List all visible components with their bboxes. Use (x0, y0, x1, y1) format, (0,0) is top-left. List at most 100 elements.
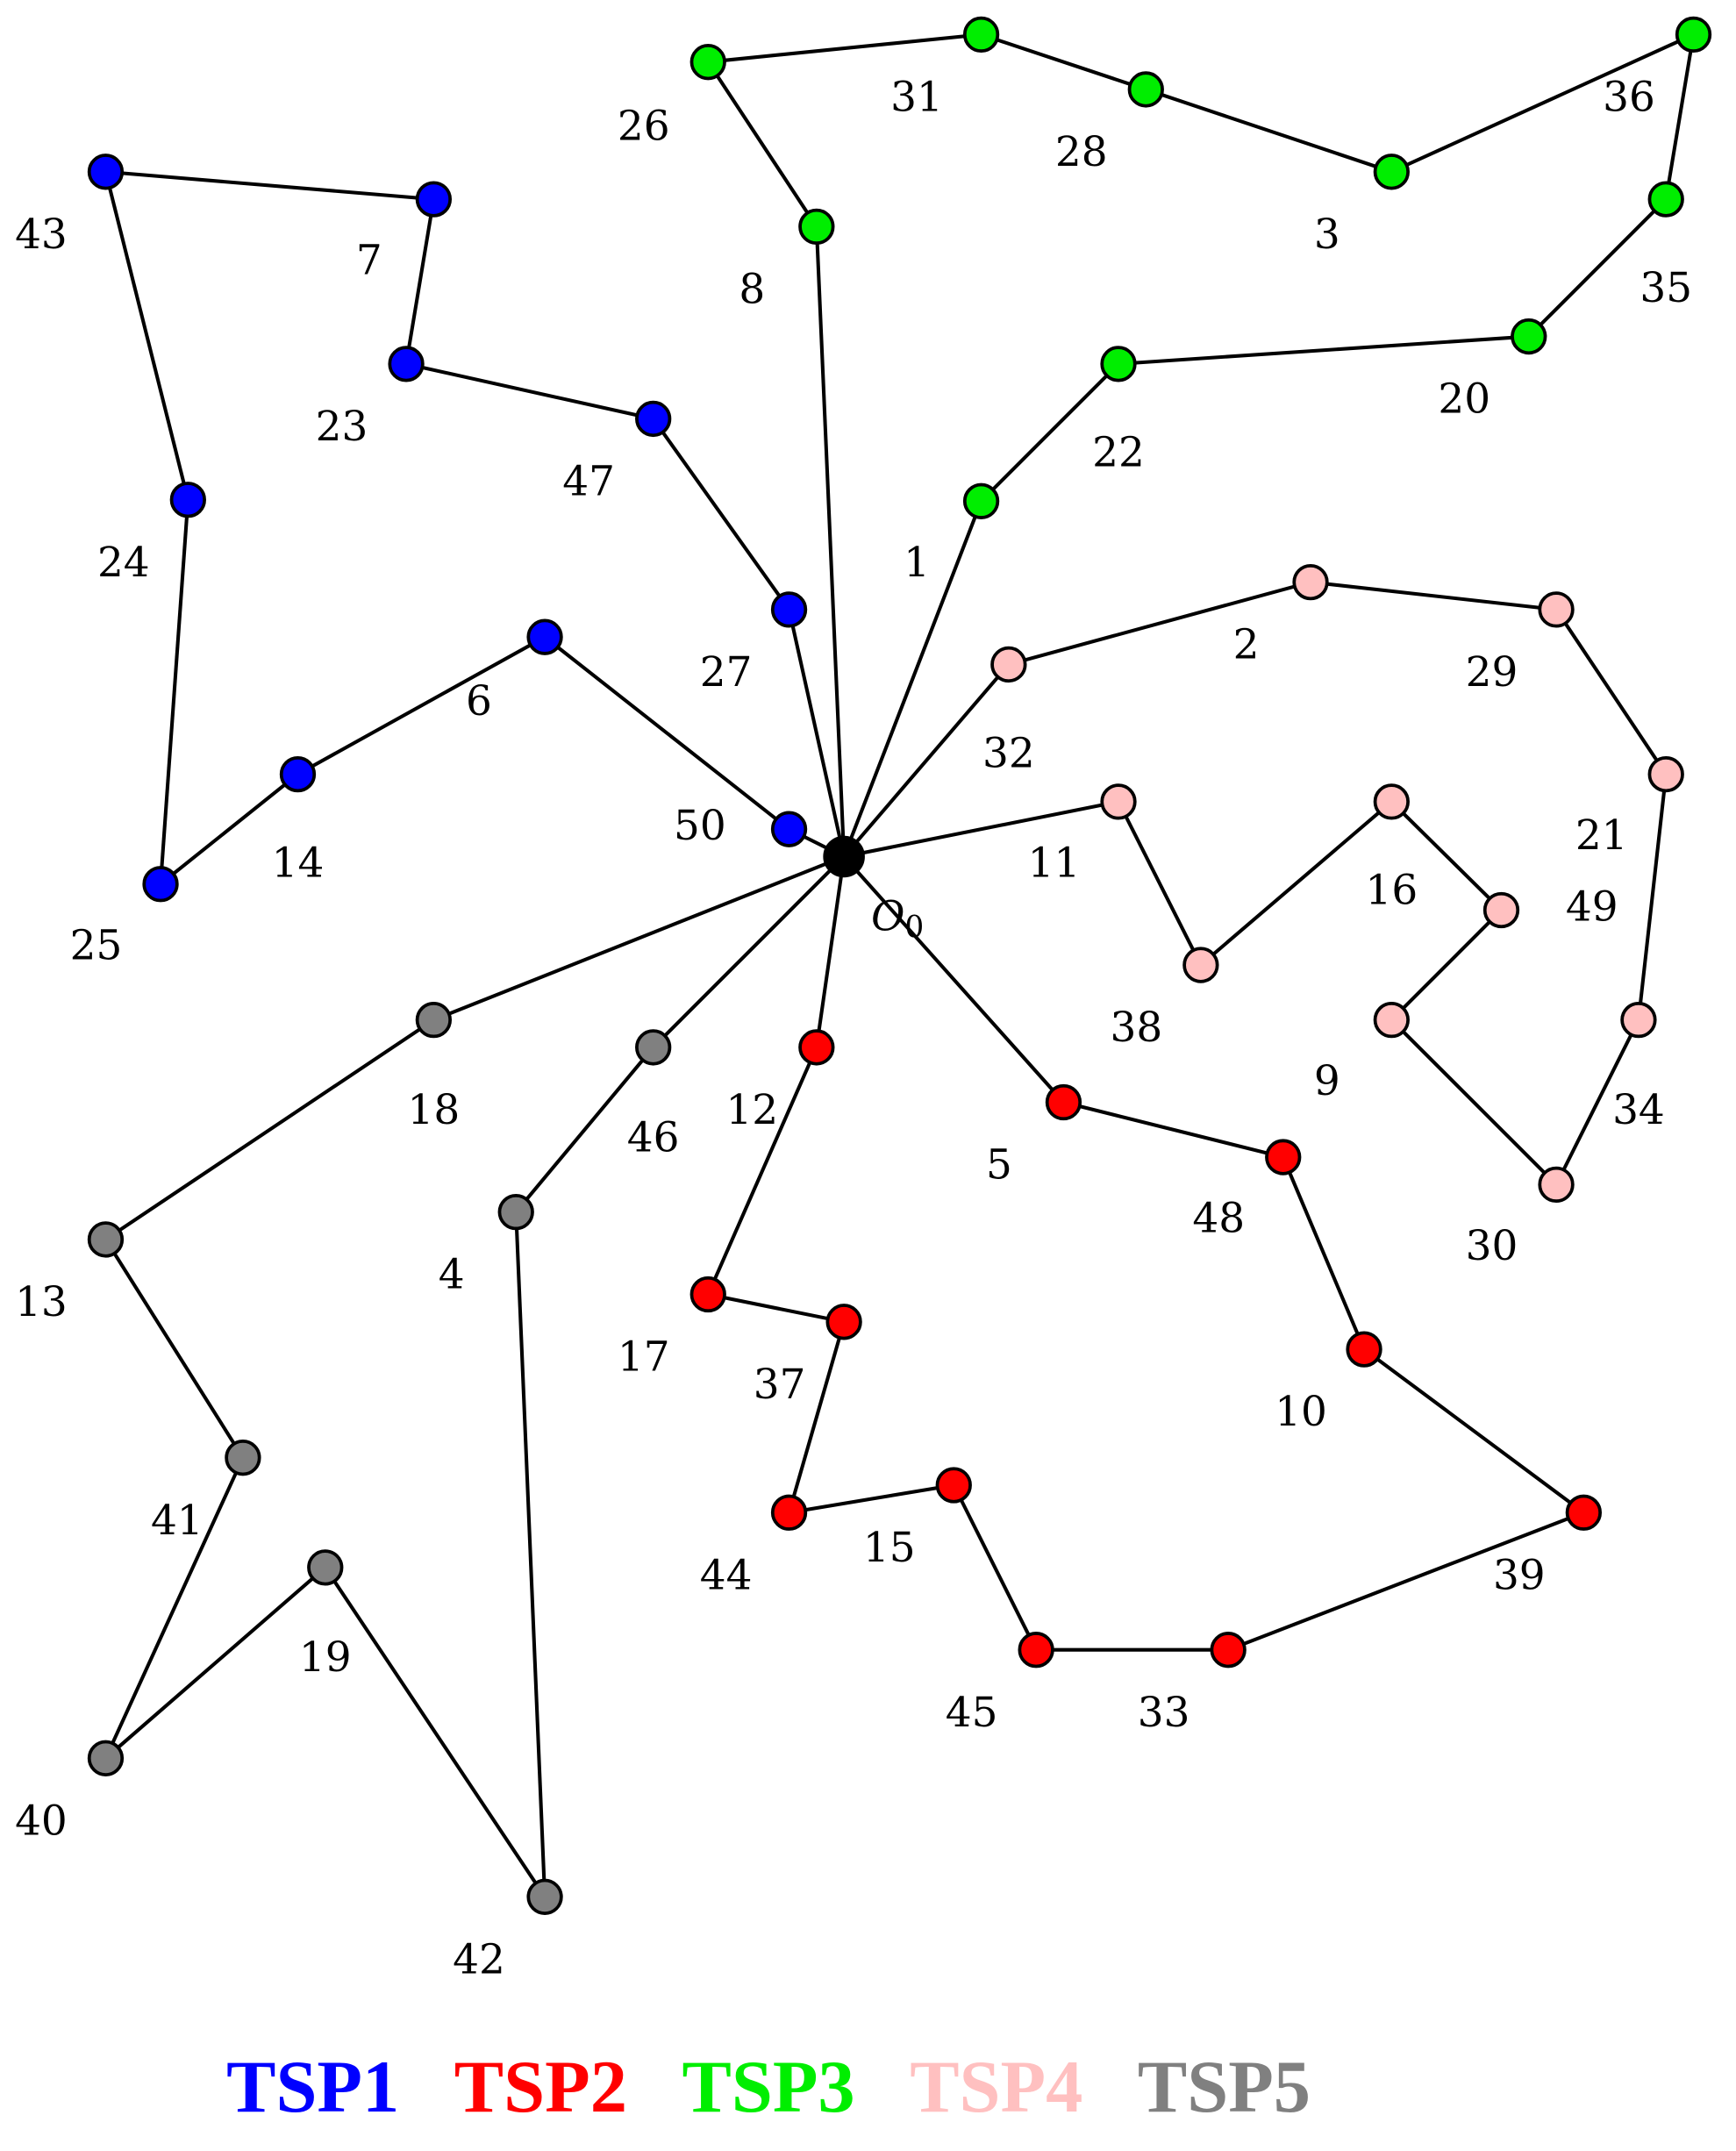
node-label-42: 42 (453, 1935, 505, 1983)
route-edge-tsp5 (652, 855, 846, 1049)
route-edge-tsp2 (789, 1483, 954, 1515)
node-label-33: 33 (1138, 1689, 1190, 1737)
node-label-16: 16 (1365, 867, 1418, 915)
node-label-36: 36 (1603, 73, 1655, 121)
legend-entry-tsp2: TSP2 (454, 2047, 627, 2128)
node-label-23: 23 (316, 403, 368, 451)
customer-node-26 (689, 44, 726, 81)
node-label-14: 14 (272, 839, 325, 887)
route-edge-tsp4 (1390, 800, 1503, 911)
node-label-25: 25 (70, 921, 123, 969)
node-label-15: 15 (863, 1524, 916, 1572)
customer-node-13 (87, 1221, 125, 1258)
customer-node-28 (1127, 71, 1164, 108)
node-label-27: 27 (700, 648, 753, 697)
customer-node-48 (1265, 1139, 1302, 1176)
node-label-28: 28 (1055, 128, 1108, 176)
node-label-26: 26 (618, 102, 670, 150)
customer-node-9 (1373, 1001, 1410, 1039)
node-label-50: 50 (674, 802, 726, 850)
route-edge-tsp5 (104, 1018, 435, 1241)
route-edge-tsp2 (706, 1047, 818, 1296)
edges (104, 32, 1696, 1898)
node-label-3: 3 (1314, 211, 1340, 259)
node-label-11: 11 (1028, 839, 1081, 887)
route-edge-tsp1 (296, 635, 547, 776)
route-edge-tsp1 (105, 169, 434, 202)
customer-node-2 (1292, 563, 1329, 601)
route-edge-tsp4 (1310, 580, 1557, 611)
depot-label-main: O (871, 892, 904, 940)
route-edge-tsp4 (1636, 774, 1668, 1020)
node-label-48: 48 (1192, 1195, 1245, 1243)
node-label-20: 20 (1438, 375, 1490, 424)
customer-node-1 (962, 482, 1000, 519)
customer-node-46 (635, 1029, 672, 1066)
route-edge-tsp1 (787, 609, 847, 857)
node-label-46: 46 (627, 1113, 680, 1161)
node-label-29: 29 (1466, 648, 1518, 697)
route-edge-tsp2 (952, 1484, 1038, 1651)
customer-node-11 (1100, 783, 1137, 820)
route-edge-tsp4 (1390, 909, 1503, 1022)
node-label-2: 2 (1233, 621, 1260, 669)
route-edge-tsp4 (1117, 800, 1203, 966)
legend-entry-tsp4: TSP4 (910, 2047, 1082, 2128)
customer-node-25 (142, 866, 179, 903)
node-label-24: 24 (97, 539, 150, 587)
route-edge-tsp1 (404, 198, 436, 365)
customer-node-42 (526, 1878, 563, 1915)
customer-node-29 (1538, 591, 1575, 628)
customer-node-31 (962, 16, 1000, 54)
customer-node-30 (1538, 1166, 1575, 1204)
route-edge-tsp1 (405, 361, 654, 421)
route-edge-tsp3 (980, 32, 1147, 91)
node-label-4: 4 (439, 1251, 465, 1299)
node-label-9: 9 (1314, 1057, 1340, 1105)
customer-node-23 (388, 346, 425, 382)
node-label-40: 40 (15, 1797, 68, 1845)
node-label-30: 30 (1466, 1222, 1518, 1270)
customer-node-6 (526, 618, 563, 655)
node-label-8: 8 (739, 265, 765, 313)
route-edge-tsp3 (1527, 197, 1668, 338)
customer-node-41 (225, 1440, 261, 1476)
node-label-17: 17 (618, 1333, 670, 1382)
node-label-6: 6 (466, 677, 492, 725)
route-edge-tsp5 (104, 1566, 327, 1760)
route-edge-tsp3 (814, 226, 847, 857)
nodes (87, 16, 1712, 1915)
route-edge-tsp1 (159, 773, 299, 886)
customer-node-34 (1620, 1001, 1657, 1039)
route-edge-tsp2 (814, 856, 847, 1048)
route-edge-tsp1 (652, 418, 791, 611)
customer-node-16 (1373, 783, 1410, 820)
customer-node-24 (169, 482, 206, 518)
node-label-13: 13 (15, 1278, 68, 1326)
node-label-19: 19 (299, 1633, 352, 1682)
customer-node-5 (1045, 1083, 1082, 1121)
customer-node-8 (798, 208, 835, 246)
node-labels: 5061425244372347275481039334515443717121… (15, 73, 1692, 1983)
node-label-31: 31 (890, 73, 943, 121)
customer-node-10 (1346, 1331, 1382, 1368)
customer-node-43 (87, 154, 125, 190)
customer-node-22 (1100, 346, 1137, 382)
customer-node-21 (1647, 755, 1684, 793)
route-edge-tsp2 (1227, 1511, 1585, 1652)
node-label-38: 38 (1110, 1004, 1162, 1052)
depot-node (823, 835, 865, 878)
depot-label-subscript: 0 (904, 910, 924, 945)
node-label-37: 37 (754, 1361, 806, 1409)
customer-node-18 (415, 1001, 453, 1039)
route-edge-tsp3 (842, 500, 983, 858)
customer-node-35 (1647, 181, 1684, 218)
route-edge-tsp3 (1118, 334, 1529, 366)
node-label-44: 44 (700, 1551, 753, 1599)
route-edge-tsp3 (1145, 88, 1392, 174)
route-edge-tsp3 (706, 61, 818, 228)
node-label-18: 18 (407, 1086, 460, 1134)
node-label-35: 35 (1640, 264, 1692, 312)
legend-entry-tsp1: TSP1 (226, 2047, 399, 2128)
